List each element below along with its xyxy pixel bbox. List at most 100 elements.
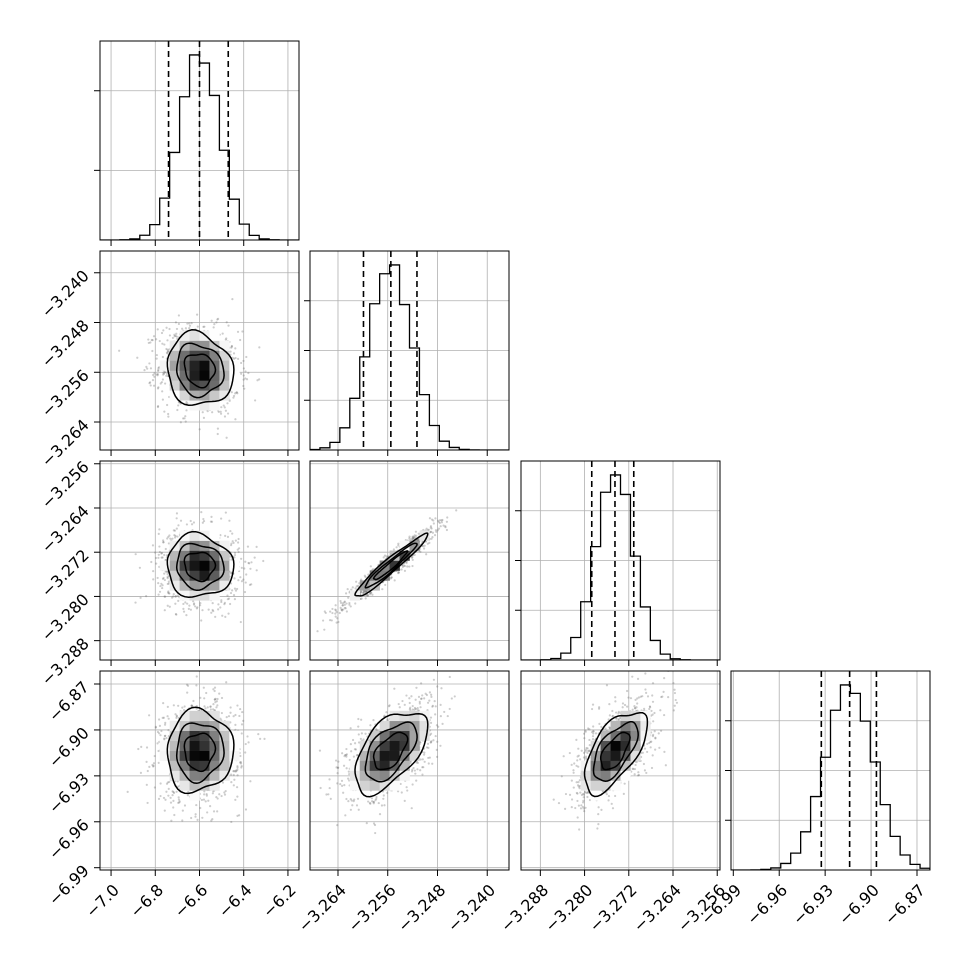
scatter-point — [330, 619, 333, 622]
scatter-point — [118, 349, 121, 352]
scatter-point — [167, 717, 170, 720]
scatter-point — [174, 602, 177, 605]
scatter-point — [155, 357, 158, 360]
scatter-point — [167, 582, 170, 585]
density-cell — [219, 580, 230, 591]
density-cell — [229, 370, 240, 381]
contours — [166, 706, 235, 795]
scatter-point — [166, 403, 169, 407]
contour-line — [364, 542, 418, 589]
scatter-point — [355, 585, 358, 588]
scatter-point — [335, 610, 338, 614]
scatter-point — [134, 601, 137, 604]
scatter-point — [192, 600, 195, 603]
density-cell — [179, 390, 190, 401]
scatter-point — [168, 334, 172, 337]
scatter-point — [213, 709, 216, 712]
scatter-point — [157, 368, 160, 371]
scatter-point — [151, 339, 154, 342]
scatter-point — [240, 372, 243, 375]
scatter-point — [232, 784, 235, 787]
scatter-point — [343, 603, 346, 606]
scatter-point — [157, 761, 160, 764]
scatter-point — [336, 766, 340, 769]
density-cell — [169, 570, 180, 581]
contour-line — [175, 542, 225, 592]
density-cell — [179, 730, 190, 741]
scatter-point — [226, 594, 229, 597]
scatter-point — [241, 710, 244, 714]
scatter-point — [201, 521, 204, 524]
scatter-point — [216, 427, 220, 430]
scatter-point — [236, 392, 239, 395]
scatter-point — [425, 693, 429, 697]
scatter-point — [421, 545, 425, 548]
scatter-point — [171, 537, 174, 540]
scatter-point — [344, 592, 348, 595]
scatter-point — [212, 609, 215, 613]
density-cell — [209, 330, 220, 341]
scatter-point — [232, 715, 235, 718]
scatter-point — [397, 572, 400, 575]
scatter-point — [163, 723, 167, 726]
scatter-point — [195, 313, 199, 316]
scatter-point — [162, 539, 165, 542]
scatter-point — [426, 542, 429, 545]
scatter-point — [163, 809, 166, 812]
scatter-point — [236, 330, 240, 333]
scatter-point — [393, 579, 396, 582]
scatter-point — [171, 794, 174, 797]
scatter-point — [428, 541, 431, 544]
density-cell — [209, 720, 220, 731]
scatter-point — [426, 742, 430, 745]
scatter-point — [232, 396, 235, 399]
scatter-point — [430, 740, 433, 743]
scatter-point — [195, 675, 198, 678]
scatter-point — [243, 590, 247, 594]
scatter-point — [218, 692, 221, 695]
scatter-point — [441, 518, 444, 522]
scatter-point — [341, 604, 344, 607]
scatter-point — [226, 598, 229, 601]
scatter-point — [220, 711, 223, 715]
scatter-point — [331, 607, 334, 611]
scatter-point — [413, 534, 416, 537]
scatter-point — [329, 797, 332, 800]
scatter-point — [171, 336, 175, 340]
scatter-point — [183, 705, 186, 708]
scatter-point — [258, 346, 261, 349]
scatter-point — [235, 391, 238, 394]
density-cell — [199, 550, 210, 561]
scatter-point — [432, 522, 435, 525]
scatter-point — [323, 628, 326, 631]
scatter-point — [210, 520, 214, 523]
scatter-point — [362, 591, 365, 594]
scatter-point — [159, 782, 162, 785]
scatter-panel-2-0: −3.288−3.280−3.272−3.264−3.256 — [38, 457, 300, 689]
scatter-point — [346, 588, 349, 591]
scatter-point — [205, 794, 208, 797]
scatter-point — [243, 387, 246, 390]
scatter-point — [186, 602, 189, 605]
scatter-point — [182, 607, 185, 611]
scatter-point — [422, 547, 426, 550]
scatter-point — [343, 601, 346, 604]
scatter-point — [161, 398, 164, 401]
scatter-point — [212, 326, 215, 329]
scatter-point — [168, 456, 170, 458]
scatter-point — [223, 406, 226, 409]
density-cell — [199, 540, 210, 551]
scatter-point — [234, 713, 237, 717]
scatter-point — [411, 564, 414, 568]
density-cell — [199, 570, 210, 581]
density-cell — [219, 560, 230, 571]
scatter-point — [390, 576, 393, 579]
scatter-point — [255, 545, 258, 549]
scatter-point — [188, 327, 191, 330]
scatter-point — [328, 619, 332, 622]
scatter-point — [389, 577, 392, 580]
scatter-point — [162, 716, 165, 719]
scatter-point — [345, 602, 348, 605]
scatter-point — [168, 327, 171, 331]
scatter-point — [156, 405, 160, 408]
